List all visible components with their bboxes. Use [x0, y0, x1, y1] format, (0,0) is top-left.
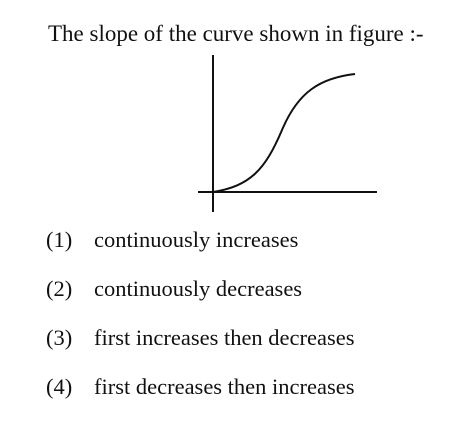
- option-3[interactable]: (3) first increases then decreases: [46, 324, 355, 373]
- option-4[interactable]: (4) first decreases then increases: [46, 373, 355, 422]
- option-number: (3): [46, 325, 73, 350]
- option-number: (1): [46, 227, 73, 252]
- option-text: continuously decreases: [94, 276, 303, 301]
- option-number: (4): [46, 374, 73, 399]
- question-text: The slope of the curve shown in figure :…: [48, 21, 424, 46]
- option-2[interactable]: (2) continuously decreases: [46, 275, 355, 324]
- option-1[interactable]: (1) continuously increases: [46, 226, 355, 275]
- s-curve: [212, 73, 356, 193]
- option-text: first increases then decreases: [94, 325, 355, 350]
- option-text: continuously increases: [94, 227, 299, 252]
- option-text: first decreases then increases: [94, 374, 355, 399]
- curve-figure: [198, 55, 377, 212]
- option-number: (2): [46, 276, 73, 301]
- answer-options: (1) continuously increases (2) continuou…: [46, 226, 355, 422]
